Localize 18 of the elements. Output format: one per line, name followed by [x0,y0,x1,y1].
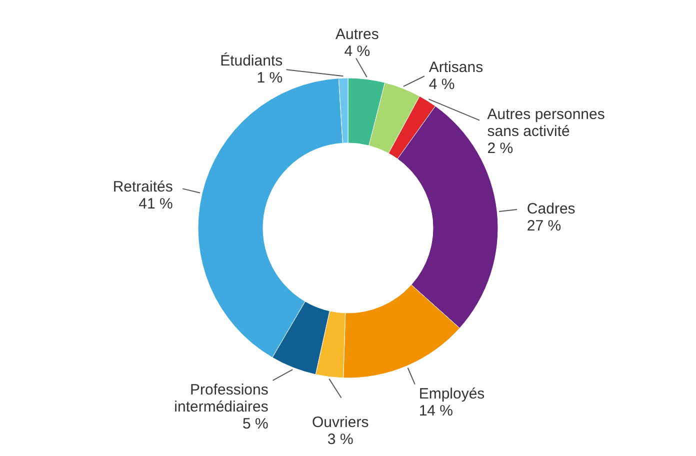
data-label: 2 % [487,140,514,157]
slice-label: Cadres [526,200,576,218]
data-label: 1 % [256,69,283,86]
data-label: 14 % [418,402,454,420]
slice-label: Retraités [112,178,173,196]
slice-label: Autres personnes sans activité [487,106,605,140]
data-label: 41 % [138,195,173,212]
slice-label: Artisans [428,59,484,76]
data-label: 5 % [242,415,268,432]
data-label: 3 % [327,430,354,448]
slice-label: Étudiants [220,51,283,70]
slice-label: Employés [418,385,485,402]
slice-label: Ouvriers [312,414,369,431]
data-label: 4 % [344,43,370,60]
data-label: 27 % [526,217,562,234]
data-label: 4 % [428,76,455,94]
slice-label: Autres [335,26,379,44]
slice-label: Professions intermédiaires [174,381,268,416]
